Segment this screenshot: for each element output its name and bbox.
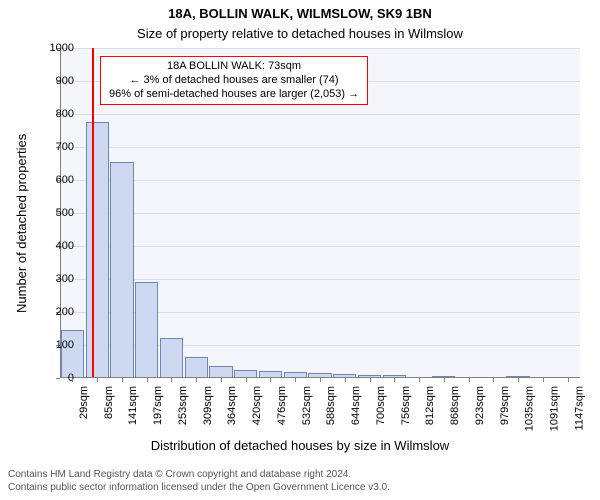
x-tick-label: 700sqm [375,386,387,425]
footer-line1: Contains HM Land Registry data © Crown c… [8,469,390,482]
x-tick-label: 85sqm [103,386,115,419]
x-tick-label: 588sqm [326,386,338,425]
x-tick-label: 644sqm [350,386,362,425]
page-subtitle: Size of property relative to detached ho… [0,26,600,41]
x-tick-mark [295,378,296,382]
x-tick-mark [419,378,420,382]
gridline [60,279,580,280]
histogram-bar [86,122,109,378]
y-tick-label: 900 [34,75,74,87]
x-tick-label: 197sqm [152,386,164,425]
x-tick-label: 1035sqm [524,386,536,431]
y-tick-label: 500 [34,207,74,219]
x-tick-mark [171,378,172,382]
y-tick-label: 400 [34,240,74,252]
x-tick-label: 141sqm [127,386,139,425]
x-tick-label: 309sqm [202,386,214,425]
x-tick-mark [345,378,346,382]
x-tick-label: 868sqm [449,386,461,425]
x-axis-label: Distribution of detached houses by size … [0,438,600,453]
footer-line2: Contains public sector information licen… [8,482,390,495]
callout-line1: 18A BOLLIN WALK: 73sqm [109,60,359,74]
x-tick-label: 253sqm [177,386,189,425]
histogram-bar [160,338,183,378]
x-tick-label: 364sqm [226,386,238,425]
x-tick-label: 812sqm [425,386,437,425]
y-tick-label: 1000 [34,42,74,54]
gridline [60,147,580,148]
x-tick-mark [270,378,271,382]
x-tick-mark [493,378,494,382]
gridline [60,114,580,115]
y-tick-label: 700 [34,141,74,153]
y-axis-label: Number of detached properties [14,134,29,313]
y-tick-label: 0 [34,372,74,384]
page-title: 18A, BOLLIN WALK, WILMSLOW, SK9 1BN [0,6,600,21]
x-tick-mark [394,378,395,382]
x-tick-mark [543,378,544,382]
x-tick-label: 1147sqm [573,386,585,430]
x-tick-mark [568,378,569,382]
histogram-bar [135,282,158,378]
marker-line [92,48,94,378]
y-tick-label: 200 [34,306,74,318]
x-tick-mark [320,378,321,382]
x-tick-mark [196,378,197,382]
y-tick-label: 300 [34,273,74,285]
x-tick-label: 476sqm [276,386,288,425]
callout-box: 18A BOLLIN WALK: 73sqm ← 3% of detached … [100,56,368,105]
y-tick-label: 600 [34,174,74,186]
chart-root: 18A, BOLLIN WALK, WILMSLOW, SK9 1BN Size… [0,0,600,500]
x-tick-mark [147,378,148,382]
footer-attribution: Contains HM Land Registry data © Crown c… [8,469,390,494]
x-tick-mark [518,378,519,382]
x-tick-mark [221,378,222,382]
x-tick-label: 756sqm [400,386,412,425]
x-tick-mark [370,378,371,382]
y-tick-label: 100 [34,339,74,351]
x-tick-label: 1091sqm [548,386,560,431]
x-tick-label: 923sqm [474,386,486,425]
x-tick-mark [469,378,470,382]
callout-line3: 96% of semi-detached houses are larger (… [109,88,359,102]
x-tick-label: 532sqm [301,386,313,425]
x-tick-mark [444,378,445,382]
gridline [60,180,580,181]
gridline [60,48,580,49]
x-tick-label: 29sqm [78,386,90,419]
histogram-bar [185,357,208,378]
callout-line2: ← 3% of detached houses are smaller (74) [109,74,359,88]
histogram-bar [110,162,133,378]
gridline [60,213,580,214]
x-tick-mark [122,378,123,382]
x-tick-label: 979sqm [499,386,511,425]
y-tick-label: 800 [34,108,74,120]
gridline [60,246,580,247]
x-tick-mark [72,378,73,382]
x-tick-mark [97,378,98,382]
x-tick-mark [246,378,247,382]
x-tick-label: 420sqm [251,386,263,425]
